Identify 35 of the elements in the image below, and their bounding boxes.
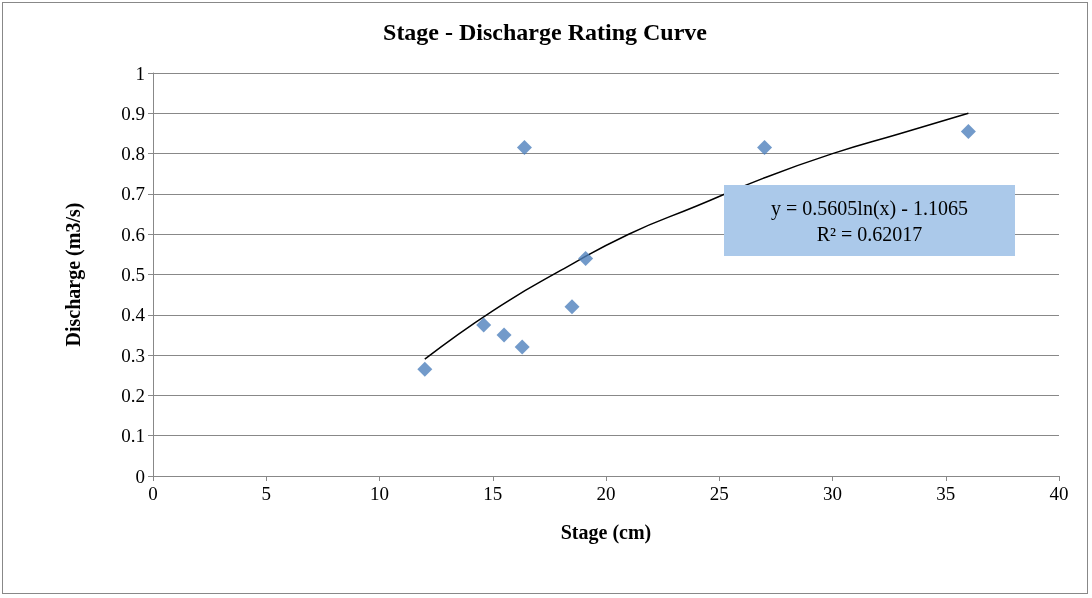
point xyxy=(757,140,773,156)
point xyxy=(476,317,492,333)
equation-label: y = 0.5605ln(x) - 1.1065 R² = 0.62017 xyxy=(724,185,1015,256)
x-tick-label: 35 xyxy=(936,483,956,504)
point xyxy=(514,339,530,355)
y-tick-label: 0.9 xyxy=(121,102,145,124)
y-tick-label: 1 xyxy=(135,62,145,84)
point xyxy=(578,250,594,266)
y-axis-title: Discharge (m3/s) xyxy=(62,202,85,347)
y-tick-label: 0.2 xyxy=(121,384,145,406)
x-axis-title: Stage (cm) xyxy=(560,521,652,544)
y-tick-label: 0.4 xyxy=(121,304,146,326)
point xyxy=(417,361,433,377)
x-tick-label: 40 xyxy=(1049,483,1069,504)
point xyxy=(496,327,512,343)
chart-title: Stage - Discharge Rating Curve xyxy=(383,19,708,45)
x-tick-label: 20 xyxy=(596,483,616,504)
y-tick-label: 0.5 xyxy=(121,264,145,285)
x-tick-label: 15 xyxy=(483,483,503,504)
x-tick-label: 25 xyxy=(709,483,729,504)
y-tick-label: 0 xyxy=(135,465,145,487)
annotation: y = 0.5605ln(x) - 1.1065 xyxy=(770,195,969,221)
point xyxy=(960,123,976,139)
y-tick-label: 0.1 xyxy=(121,425,145,447)
y-tick-label: 0.7 xyxy=(121,183,145,205)
x-tick-label: 5 xyxy=(261,483,271,504)
point xyxy=(516,140,532,156)
point xyxy=(564,299,580,315)
y-tick-label: 0.8 xyxy=(121,143,145,165)
y-tick-label: 0.3 xyxy=(121,344,145,366)
x-tick-label: 30 xyxy=(823,483,842,504)
annotation: R² = 0.62017 xyxy=(815,221,924,247)
x-tick-label: 0 xyxy=(148,483,158,504)
x-tick-label: 10 xyxy=(370,483,389,504)
y-tick-label: 0.6 xyxy=(121,223,145,245)
